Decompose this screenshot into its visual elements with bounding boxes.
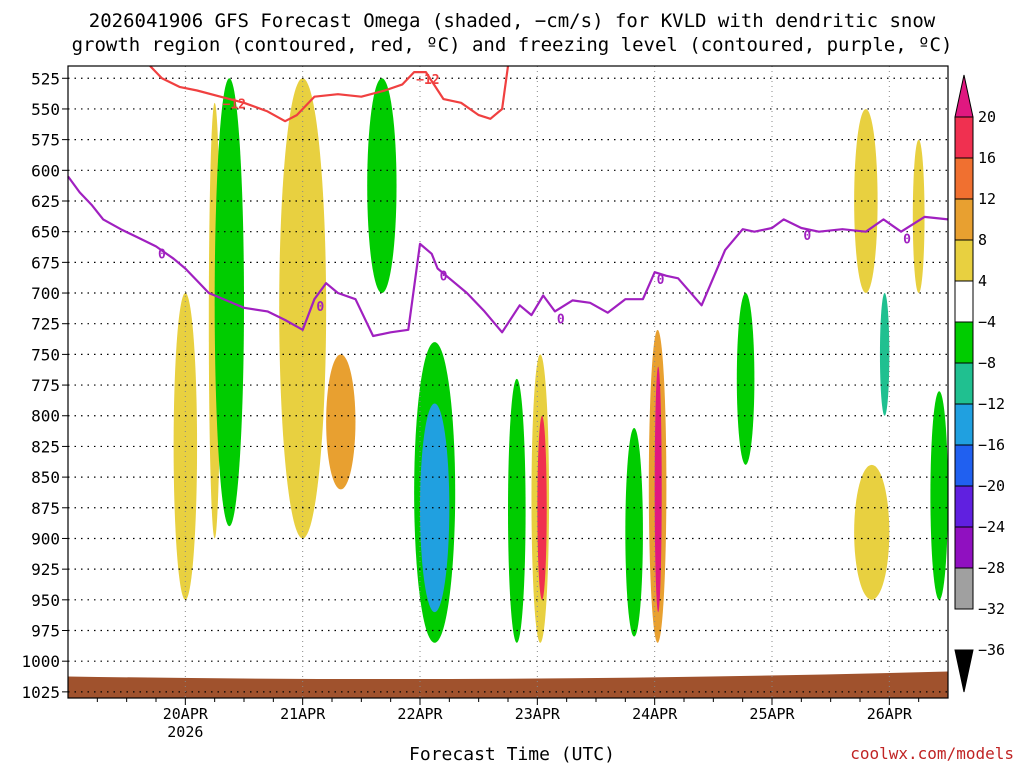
ground-fill: [68, 671, 948, 698]
y-tick-label: 875: [31, 499, 60, 518]
omega-region-3: [279, 78, 327, 539]
colorbar-box: [954, 321, 974, 364]
colorbar-box: [954, 526, 974, 569]
colorbar-label: −12: [978, 395, 1005, 413]
x-tick-label: 26APR: [867, 705, 913, 723]
x-tick-label: 21APR: [280, 705, 326, 723]
y-tick-label: 950: [31, 591, 60, 610]
colorbar-label: 16: [978, 149, 996, 167]
omega-region-4: [326, 354, 356, 490]
colorbar-label: −4: [978, 313, 996, 331]
y-tick-label: 850: [31, 468, 60, 487]
contour-label: 0: [158, 247, 166, 262]
colorbar-box: [954, 239, 974, 282]
colorbar-box: [954, 116, 974, 159]
contour-label: 0: [557, 312, 565, 327]
colorbar-label: −16: [978, 436, 1005, 454]
chart-title-line-1: 2026041906 GFS Forecast Omega (shaded, −…: [88, 10, 936, 32]
colorbar-label: −28: [978, 559, 1005, 577]
omega-region-12: [654, 366, 662, 613]
colorbar-label: 12: [978, 190, 996, 208]
omega-region-19: [930, 391, 948, 600]
omega-region-15: [854, 108, 878, 294]
omega-region-7: [420, 403, 450, 613]
contour-label: 0: [903, 233, 911, 248]
x-tick-label: 25APR: [749, 705, 795, 723]
colorbar-box: [954, 157, 974, 200]
colorbar-box: [954, 403, 974, 446]
chart-title-line-2: growth region (contoured, red, ºC) and f…: [71, 34, 953, 56]
dgz-contour: [149, 65, 510, 123]
colorbar-box: [954, 362, 974, 405]
colorbar-label: −36: [978, 641, 1005, 659]
colorbar-bottom-arrow: [954, 649, 974, 693]
y-tick-label: 975: [31, 622, 60, 641]
contour-label: 0: [803, 229, 811, 244]
omega-region-14: [736, 293, 755, 465]
contour-label: 0: [440, 269, 448, 284]
y-tick-label: 775: [31, 376, 60, 395]
y-tick-label: 700: [31, 284, 60, 303]
omega-region-13: [625, 428, 643, 637]
y-tick-label: 825: [31, 437, 60, 456]
colorbar-box: [954, 567, 974, 610]
omega-region-5: [367, 78, 397, 294]
y-tick-label: 800: [31, 407, 60, 426]
colorbar-label: −24: [978, 518, 1005, 536]
y-tick-label: 550: [31, 100, 60, 119]
colorbar-label: 4: [978, 272, 987, 290]
y-tick-label: 925: [31, 560, 60, 579]
x-tick-sublabel: 2026: [167, 723, 203, 741]
credit-link[interactable]: coolwx.com/models: [850, 744, 1014, 763]
contour-label: 0: [316, 300, 324, 315]
x-tick-label: 24APR: [632, 705, 678, 723]
omega-region-18: [912, 139, 925, 294]
omega-region-9: [537, 415, 547, 600]
colorbar-box: [954, 280, 974, 323]
colorbar-box: [954, 198, 974, 241]
plot-frame: [67, 65, 949, 699]
colorbar-label: −8: [978, 354, 996, 372]
omega-region-16: [854, 464, 890, 600]
freezing-level-contour: [67, 175, 949, 338]
contour-label: 0: [657, 273, 665, 288]
colorbar-label: −20: [978, 477, 1005, 495]
y-tick-label: 600: [31, 161, 60, 180]
contour-label: −12: [223, 98, 246, 113]
colorbar-box: [954, 444, 974, 487]
colorbar-label: −32: [978, 600, 1005, 618]
y-tick-label: 1025: [21, 683, 60, 702]
omega-region-10: [508, 378, 526, 643]
y-tick-label: 900: [31, 529, 60, 548]
y-tick-label: 625: [31, 192, 60, 211]
omega-region-17: [879, 293, 890, 416]
y-tick-label: 725: [31, 315, 60, 334]
colorbar-label: 8: [978, 231, 987, 249]
y-tick-label: 525: [31, 69, 60, 88]
y-tick-label: 575: [31, 131, 60, 150]
y-tick-label: 1000: [21, 652, 60, 671]
y-tick-label: 650: [31, 223, 60, 242]
y-tick-label: 750: [31, 345, 60, 364]
x-tick-label: 22APR: [397, 705, 443, 723]
colorbar-box: [954, 485, 974, 528]
x-tick-label: 20APR: [163, 705, 209, 723]
y-tick-label: 675: [31, 253, 60, 272]
contour-label: −12: [416, 73, 439, 88]
x-tick-label: 23APR: [515, 705, 561, 723]
x-axis-title: Forecast Time (UTC): [409, 744, 615, 765]
colorbar-label: 20: [978, 108, 996, 126]
colorbar-top-arrow: [954, 74, 974, 118]
